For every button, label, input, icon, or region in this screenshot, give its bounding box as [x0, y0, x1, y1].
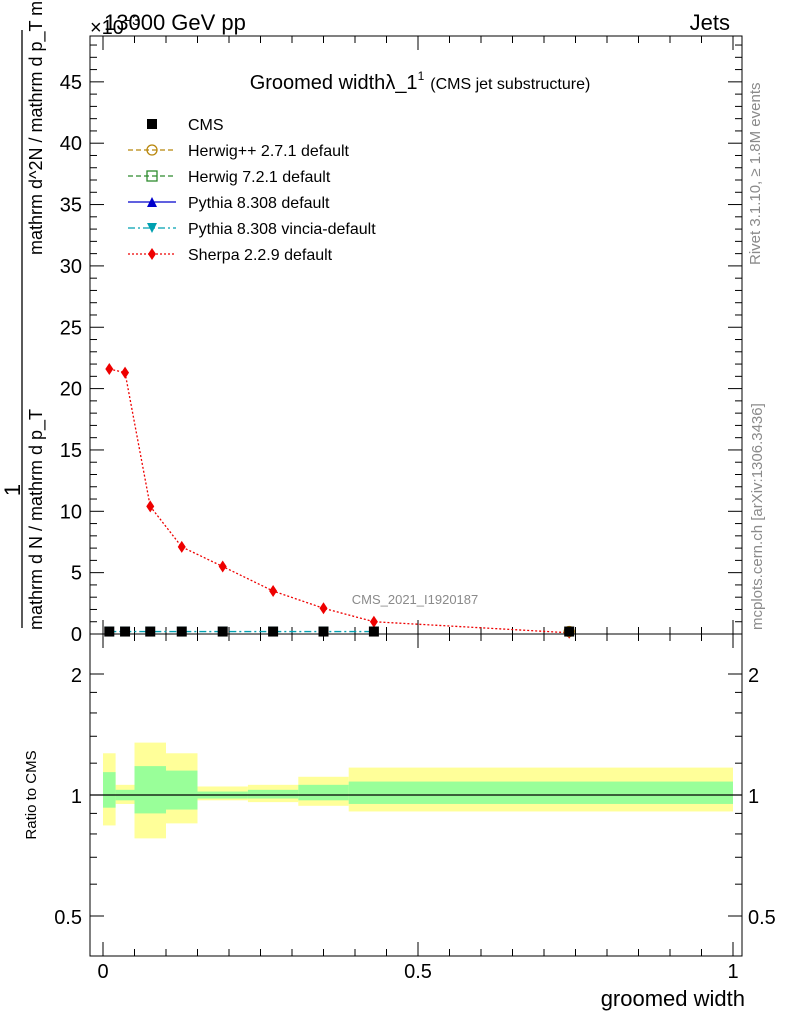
legend-marker — [147, 119, 157, 129]
data-point — [120, 626, 131, 637]
legend-label: Herwig 7.2.1 default — [188, 169, 331, 186]
legend-marker — [147, 223, 157, 233]
data-point — [564, 626, 575, 637]
legend-entry: Pythia 8.308 vincia-default — [128, 221, 376, 238]
main-y-tick-label: 0 — [71, 624, 82, 646]
legend-marker — [146, 170, 158, 182]
data-point — [121, 366, 130, 379]
data-point — [145, 626, 156, 637]
data-point — [218, 560, 227, 573]
main-y-tick-label: 45 — [60, 72, 82, 94]
series-sherpa-2-2-9-default — [105, 362, 574, 639]
uncertainty-band-inner — [298, 784, 349, 801]
x-tick-label: 1 — [727, 961, 738, 983]
legend-entry: Herwig++ 2.7.1 default — [128, 143, 350, 160]
legend-label: Pythia 8.308 vincia-default — [188, 221, 376, 238]
legend-marker — [146, 144, 158, 156]
main-y-tick-label: 5 — [71, 563, 82, 585]
series-line — [109, 368, 570, 634]
main-y-tick-label: 25 — [60, 317, 82, 339]
legend: CMS Herwig++ 2.7.1 default Herwig 7.2.1 de… — [128, 117, 376, 264]
data-point — [318, 626, 329, 637]
ratio-y-tick-label: 0.5 — [54, 907, 82, 929]
legend-label: Herwig++ 2.7.1 default — [188, 143, 350, 160]
legend-label: Sherpa 2.2.9 default — [188, 247, 333, 264]
legend-entry: Pythia 8.308 default — [128, 195, 330, 212]
series-cms — [104, 626, 575, 637]
x-axis-title: groomed width — [601, 986, 745, 1011]
data-point — [176, 626, 187, 637]
y-title-denominator: mathrm d N / mathrm d p_T — [26, 409, 47, 630]
header-left: 13000 GeV pp — [104, 10, 246, 35]
data-point — [105, 362, 114, 375]
header-right: Jets — [690, 10, 730, 35]
legend-marker — [148, 248, 156, 260]
x-tick-label: 0 — [97, 961, 108, 983]
analysis-label: CMS_2021_I1920187 — [352, 592, 479, 607]
legend-entry: CMS — [147, 117, 224, 134]
legend-entry: Herwig 7.2.1 default — [128, 169, 331, 186]
data-point — [268, 626, 279, 637]
data-point — [146, 500, 155, 513]
mcplots-label: mcplots.cern.ch [arXiv:1306.3436] — [749, 403, 766, 630]
ratio-y-tick-label-right: 1 — [748, 786, 759, 808]
y-title-numerator: 1 — [0, 484, 25, 496]
main-y-tick-label: 40 — [60, 133, 82, 155]
data-point — [369, 615, 378, 628]
y-scale-multiplier: ×10−3 — [90, 12, 140, 39]
data-point — [104, 626, 115, 637]
ratio-y-tick-label: 1 — [71, 786, 82, 808]
main-series — [104, 362, 575, 639]
uncertainty-band-inner — [348, 781, 733, 804]
ratio-y-tick-label-right: 2 — [748, 665, 759, 687]
main-y-tick-label: 10 — [60, 501, 82, 523]
main-y-tick-label: 35 — [60, 195, 82, 217]
data-point — [319, 602, 328, 615]
uncertainty-band-inner — [134, 766, 166, 814]
main-y-tick-label: 30 — [60, 256, 82, 278]
chart-title: Groomed widthλ_11 (CMS jet substructure) — [250, 69, 591, 94]
x-tick-label: 0.5 — [404, 961, 432, 983]
ratio-y-tick-label-right: 0.5 — [748, 907, 776, 929]
data-point — [217, 626, 228, 637]
uncertainty-band-inner — [166, 770, 198, 810]
ratio-y-tick-label: 2 — [71, 665, 82, 687]
rivet-version-label: Rivet 3.1.10, ≥ 1.8M events — [747, 83, 764, 266]
legend-label: Pythia 8.308 default — [188, 195, 330, 212]
ratio-axes: 0.5 1 2 0.5 1 2 0 0.5 1 — [54, 634, 776, 983]
main-axes: 0 5 10 15 20 25 30 35 40 45 — [60, 36, 742, 646]
uncertainty-band-inner — [247, 789, 299, 799]
main-y-axis-title: 1 mathrm d N / mathrm d p_T mathrm d^2N … — [0, 0, 47, 630]
main-y-tick-label: 20 — [60, 379, 82, 401]
uncertainty-band-inner — [103, 772, 116, 808]
legend-marker — [147, 197, 157, 207]
data-point — [177, 540, 186, 553]
data-point — [269, 585, 278, 598]
ratio-bands — [90, 742, 742, 839]
legend-label: CMS — [188, 117, 224, 134]
main-y-tick-label: 15 — [60, 440, 82, 462]
ratio-y-axis-title: Ratio to CMS — [23, 750, 40, 839]
legend-entry: Sherpa 2.2.9 default — [128, 247, 333, 264]
data-point — [368, 626, 379, 637]
y-title-right: mathrm d^2N / mathrm d p_T mathrm d lamb… — [26, 0, 47, 255]
